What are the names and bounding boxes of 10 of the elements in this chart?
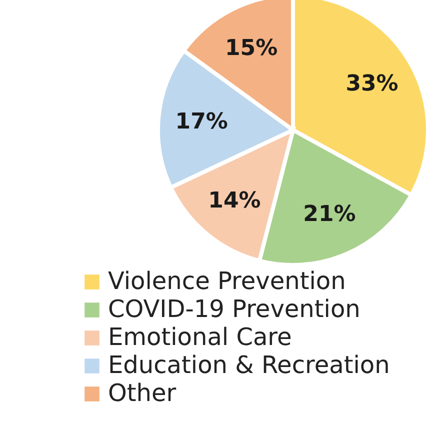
legend-label: Emotional Care bbox=[108, 323, 292, 351]
data-label: 21% bbox=[303, 202, 356, 228]
data-label: 14% bbox=[208, 188, 261, 214]
data-label: 33% bbox=[346, 71, 398, 96]
data-label: 17% bbox=[175, 109, 228, 134]
legend-label: Other bbox=[108, 379, 176, 407]
legend-label: COVID-19 Prevention bbox=[108, 295, 360, 323]
data-label: 15% bbox=[224, 36, 278, 62]
legend-label: Education & Recreation bbox=[108, 351, 390, 379]
legend-label: Violence Prevention bbox=[108, 267, 346, 295]
